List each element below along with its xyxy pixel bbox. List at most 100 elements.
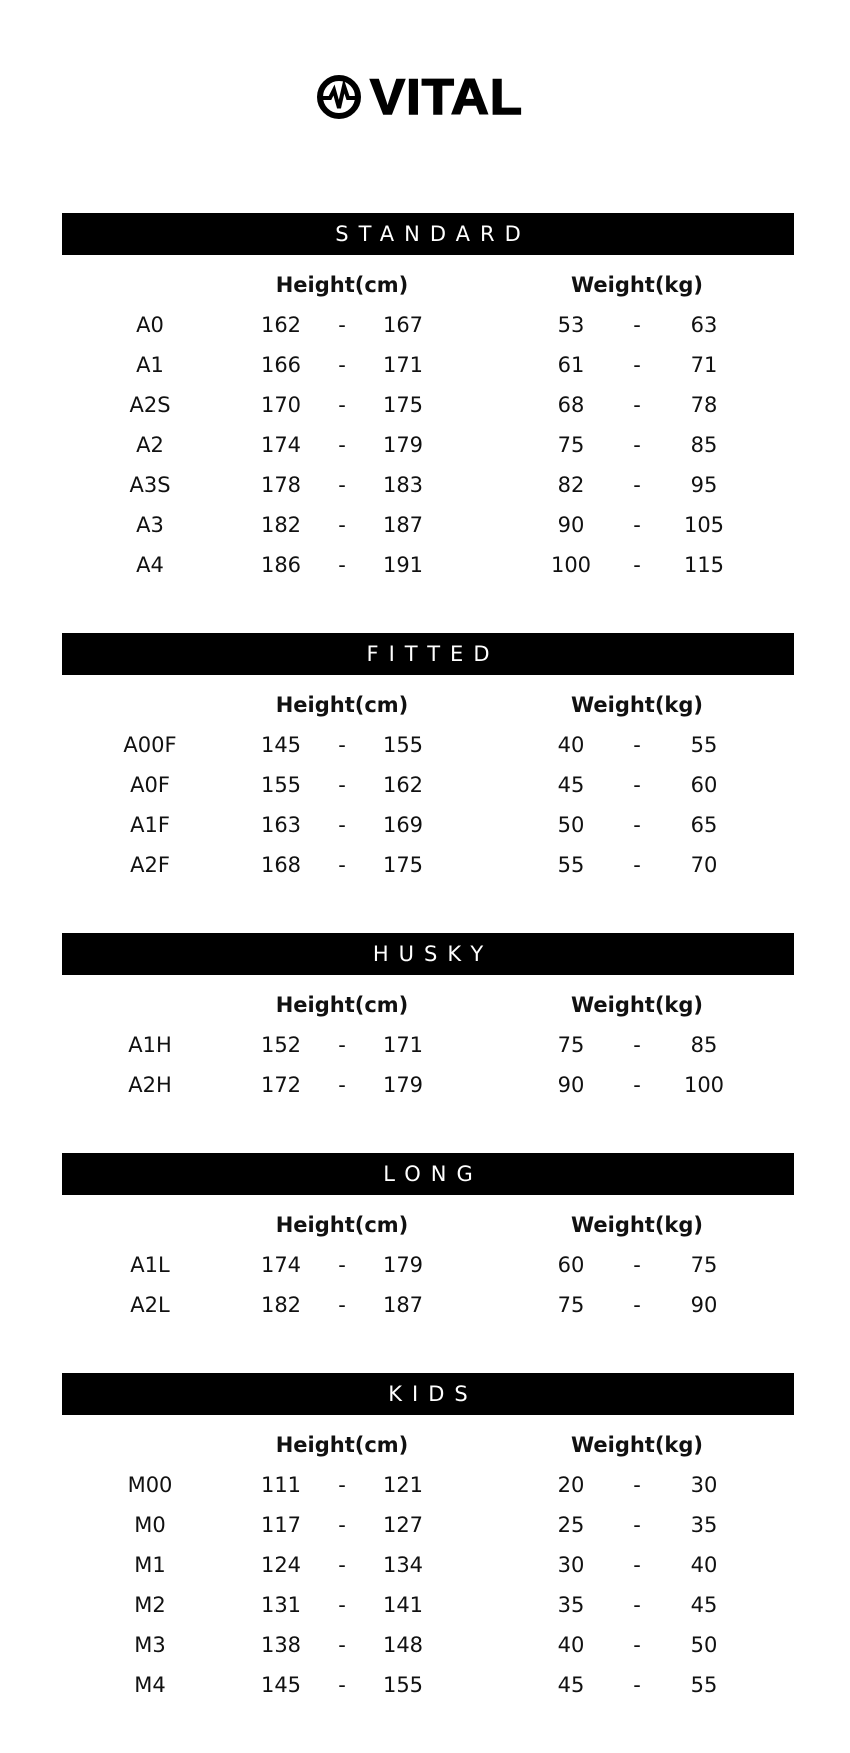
height-max: 155 [382, 733, 424, 757]
height-max: 141 [382, 1593, 424, 1617]
weight-min: 82 [557, 473, 585, 497]
range-separator: - [338, 1673, 346, 1697]
section-title: FITTED [62, 633, 794, 675]
section-title: HUSKY [62, 933, 794, 975]
weight-min: 55 [557, 853, 585, 877]
range-separator: - [633, 433, 641, 457]
size-label: A2H [128, 1073, 172, 1097]
height-max: 187 [382, 513, 424, 537]
height-max: 171 [382, 353, 424, 377]
table-row: M00 111 - 121 20 - 30 [0, 1465, 850, 1505]
weight-min: 75 [557, 433, 585, 457]
size-label: A2 [136, 433, 164, 457]
table-row: A2L 182 - 187 75 - 90 [0, 1285, 850, 1325]
weight-min: 60 [557, 1253, 585, 1277]
range-separator: - [633, 353, 641, 377]
weight-max: 71 [690, 353, 718, 377]
size-label: M2 [134, 1593, 166, 1617]
height-min: 131 [260, 1593, 302, 1617]
range-separator: - [633, 1473, 641, 1497]
weight-header: Weight(kg) [570, 1433, 704, 1457]
weight-max: 85 [690, 433, 718, 457]
range-separator: - [338, 353, 346, 377]
size-chart: STANDARD Height(cm) Weight(kg) A0 162 - 167 53 -… [0, 213, 850, 1753]
range-separator: - [338, 1073, 346, 1097]
height-min: 163 [260, 813, 302, 837]
height-min: 174 [260, 1253, 302, 1277]
height-min: 111 [260, 1473, 302, 1497]
height-min: 162 [260, 313, 302, 337]
height-max: 191 [382, 553, 424, 577]
size-label: M0 [134, 1513, 166, 1537]
weight-min: 35 [557, 1593, 585, 1617]
brand-name: VITAL [369, 69, 524, 125]
height-max: 169 [382, 813, 424, 837]
range-separator: - [338, 553, 346, 577]
weight-max: 95 [690, 473, 718, 497]
size-label: M4 [134, 1673, 166, 1697]
weight-min: 20 [557, 1473, 585, 1497]
weight-max: 35 [690, 1513, 718, 1537]
range-separator: - [338, 1513, 346, 1537]
range-separator: - [633, 813, 641, 837]
range-separator: - [338, 1553, 346, 1577]
size-label: A4 [136, 553, 164, 577]
range-separator: - [633, 1293, 641, 1317]
range-separator: - [338, 1033, 346, 1057]
table-row: A1H 152 - 171 75 - 85 [0, 1025, 850, 1065]
weight-min: 40 [557, 1633, 585, 1657]
weight-header: Weight(kg) [570, 273, 704, 297]
weight-max: 45 [690, 1593, 718, 1617]
size-label: A0 [136, 313, 164, 337]
weight-max: 55 [690, 733, 718, 757]
size-label: A3 [136, 513, 164, 537]
size-label: M1 [134, 1553, 166, 1577]
range-separator: - [633, 553, 641, 577]
weight-max: 105 [683, 513, 725, 537]
weight-header: Weight(kg) [570, 693, 704, 717]
height-max: 171 [382, 1033, 424, 1057]
range-separator: - [338, 313, 346, 337]
height-max: 148 [382, 1633, 424, 1657]
weight-min: 61 [557, 353, 585, 377]
weight-max: 70 [690, 853, 718, 877]
weight-min: 53 [557, 313, 585, 337]
height-header: Height(cm) [275, 1213, 409, 1237]
range-separator: - [633, 1673, 641, 1697]
size-label: A1L [130, 1253, 170, 1277]
range-separator: - [338, 393, 346, 417]
height-header: Height(cm) [275, 273, 409, 297]
weight-max: 40 [690, 1553, 718, 1577]
weight-max: 63 [690, 313, 718, 337]
range-separator: - [633, 1033, 641, 1057]
range-separator: - [338, 773, 346, 797]
table-row: A3S 178 - 183 82 - 95 [0, 465, 850, 505]
table-row: A3 182 - 187 90 - 105 [0, 505, 850, 545]
height-max: 179 [382, 1253, 424, 1277]
table-row: A1F 163 - 169 50 - 65 [0, 805, 850, 845]
height-header: Height(cm) [275, 1433, 409, 1457]
table-row: M0 117 - 127 25 - 35 [0, 1505, 850, 1545]
weight-max: 100 [683, 1073, 725, 1097]
size-label: A1F [130, 813, 170, 837]
table-row: A0F 155 - 162 45 - 60 [0, 765, 850, 805]
height-max: 183 [382, 473, 424, 497]
height-max: 167 [382, 313, 424, 337]
height-min: 182 [260, 513, 302, 537]
height-max: 155 [382, 1673, 424, 1697]
range-separator: - [633, 1073, 641, 1097]
range-separator: - [338, 1253, 346, 1277]
range-separator: - [338, 1633, 346, 1657]
weight-max: 60 [690, 773, 718, 797]
range-separator: - [633, 1553, 641, 1577]
range-separator: - [338, 513, 346, 537]
size-label: M00 [127, 1473, 173, 1497]
section-long: LONG Height(cm) Weight(kg) A1L 174-179 60-75 A… [0, 1153, 850, 1325]
height-min: 174 [260, 433, 302, 457]
height-header: Height(cm) [275, 693, 409, 717]
range-separator: - [338, 853, 346, 877]
table-row: A1L 174 - 179 60 - 75 [0, 1245, 850, 1285]
weight-min: 25 [557, 1513, 585, 1537]
weight-max: 78 [690, 393, 718, 417]
height-max: 127 [382, 1513, 424, 1537]
